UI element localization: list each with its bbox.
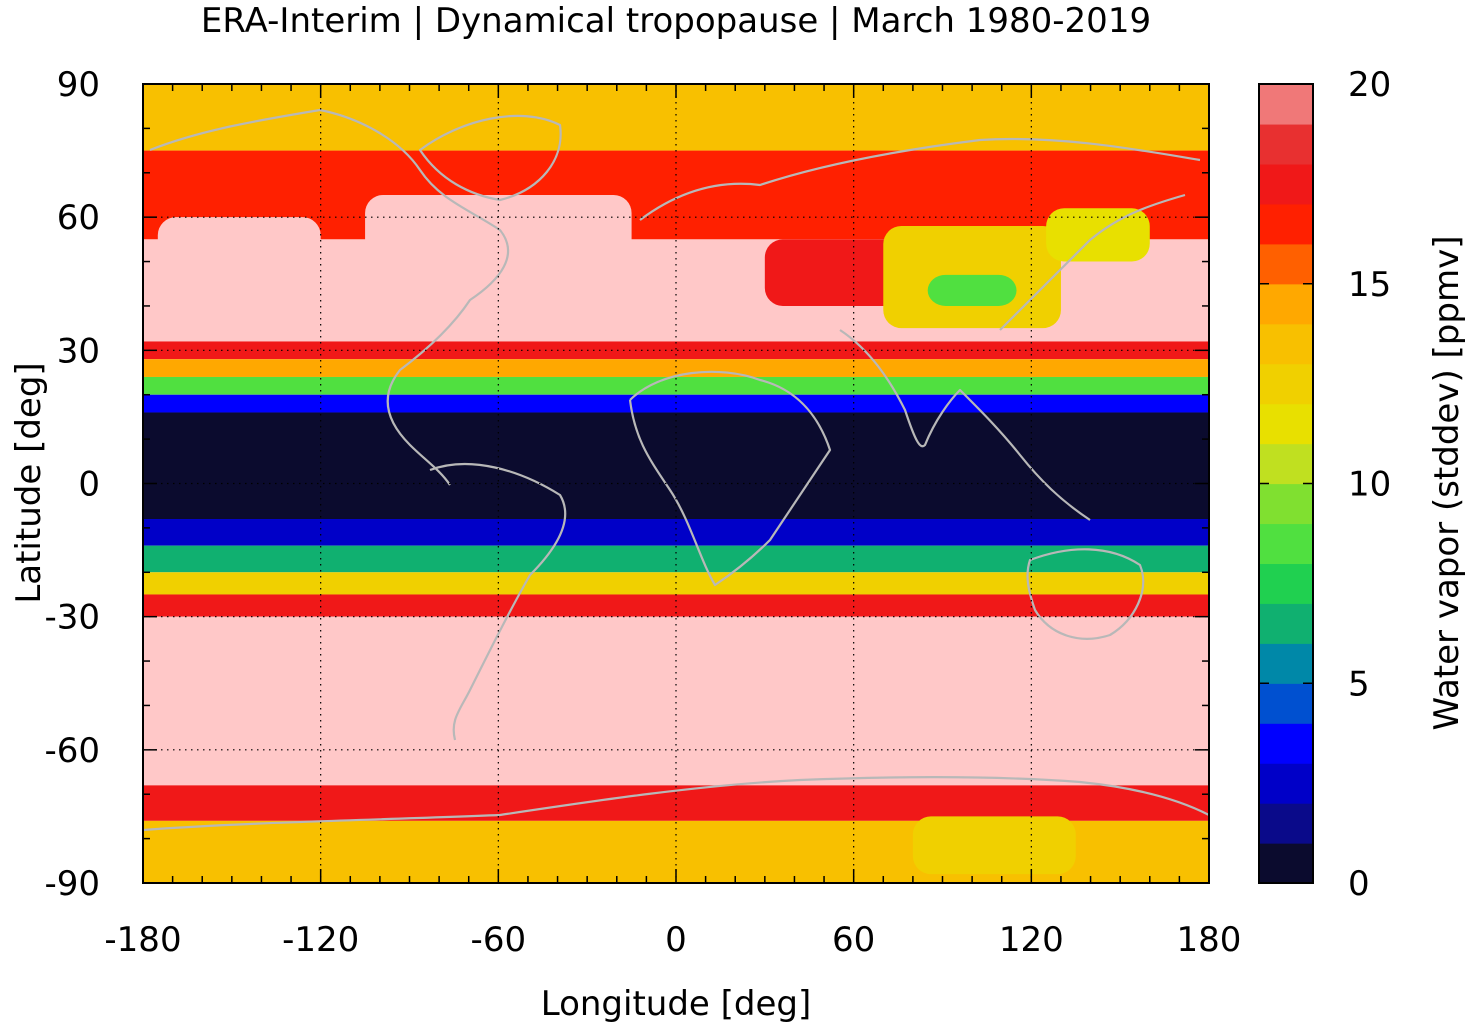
colorbar-segment — [1259, 283, 1313, 325]
axis-ticks — [142, 83, 1210, 884]
x-tick-label: 180 — [1177, 920, 1242, 960]
y-tick-label: -60 — [44, 731, 100, 771]
coastline-south-america — [429, 462, 567, 741]
x-tick-label: 0 — [665, 920, 687, 960]
colorbar-tick-label: 20 — [1348, 65, 1391, 105]
x-tick-label: -180 — [104, 920, 181, 960]
lat-band-4 — [143, 359, 1209, 377]
colorbar-segment — [1259, 563, 1313, 604]
colorbar-segment — [1259, 443, 1313, 485]
x-tick-label: 120 — [999, 920, 1064, 960]
y-tick-label: -90 — [44, 864, 100, 904]
y-tick-label: 60 — [57, 198, 100, 238]
x-tick-label: 60 — [832, 920, 875, 960]
coastline-outlines — [143, 108, 1209, 832]
colorbar-tick-label: 0 — [1348, 864, 1370, 904]
grid-lines — [143, 84, 1209, 883]
region-1 — [365, 194, 632, 329]
y-tick-label: 30 — [57, 331, 100, 371]
y-tick-label: 90 — [57, 65, 100, 105]
x-tick-label: -60 — [471, 920, 527, 960]
x-tick-label: -120 — [282, 920, 359, 960]
region-2 — [764, 239, 913, 306]
lat-band-6 — [143, 394, 1209, 413]
chart-title: ERA-Interim | Dynamical tropopause | Mar… — [201, 1, 1151, 41]
colorbar-segment — [1259, 163, 1313, 205]
x-tick-labels: -180 -120 -60 0 60 120 180 — [104, 920, 1241, 960]
lat-band-3 — [143, 341, 1209, 360]
colorbar-tick-labels: 0 5 10 15 20 — [1348, 65, 1391, 904]
colorbar-segment — [1259, 723, 1313, 764]
x-axis-label: Longitude [deg] — [541, 984, 812, 1024]
colorbar-segment — [1259, 843, 1313, 884]
lat-band-5 — [143, 376, 1209, 395]
colorbar-segment — [1259, 483, 1313, 525]
colorbar — [1259, 84, 1313, 884]
y-tick-labels: 90 60 30 0 -30 -60 -90 — [44, 65, 100, 904]
region-0 — [157, 217, 321, 338]
lat-band-11 — [143, 594, 1209, 617]
colorbar-tick-label: 10 — [1348, 465, 1391, 505]
colorbar-segment — [1259, 643, 1313, 684]
colorbar-segment — [1259, 403, 1313, 445]
lat-band-12 — [143, 616, 1209, 786]
lat-band-7 — [143, 412, 1209, 520]
coastline-africa — [628, 370, 832, 587]
lat-band-1 — [143, 150, 1209, 240]
coastline-europe-asia — [639, 137, 1201, 221]
colorbar-segment — [1259, 683, 1313, 724]
region-6 — [912, 816, 1076, 875]
coastline-australia — [1026, 548, 1145, 640]
coastline-north-america — [149, 108, 510, 486]
colorbar-segment — [1259, 323, 1313, 365]
coastline-antarctica — [143, 776, 1209, 832]
colorbar-segment — [1259, 203, 1313, 245]
colorbar-segment — [1259, 803, 1313, 844]
coastline-greenland — [418, 114, 562, 202]
colorbar-tick-label: 5 — [1348, 664, 1370, 704]
colorbar-segment — [1259, 603, 1313, 644]
y-tick-label: 0 — [78, 465, 100, 505]
y-tick-label: -30 — [44, 598, 100, 638]
colorbar-segment — [1259, 363, 1313, 405]
colorbar-ticks — [1259, 83, 1313, 884]
coastline-east-asia — [999, 193, 1186, 331]
colorbar-label: Water vapor (stddev) [ppmv] — [1427, 236, 1467, 731]
colorbar-segment — [1259, 84, 1313, 125]
colorbar-segment — [1259, 123, 1313, 165]
colorbar-segment — [1259, 243, 1313, 285]
coastline-south-asia — [839, 329, 1091, 521]
colorbar-segment — [1259, 523, 1313, 564]
region-4 — [927, 274, 1017, 306]
y-axis-label: Latitude [deg] — [9, 362, 49, 603]
colorbar-tick-label: 15 — [1348, 265, 1391, 305]
colorbar-segment — [1259, 763, 1313, 804]
